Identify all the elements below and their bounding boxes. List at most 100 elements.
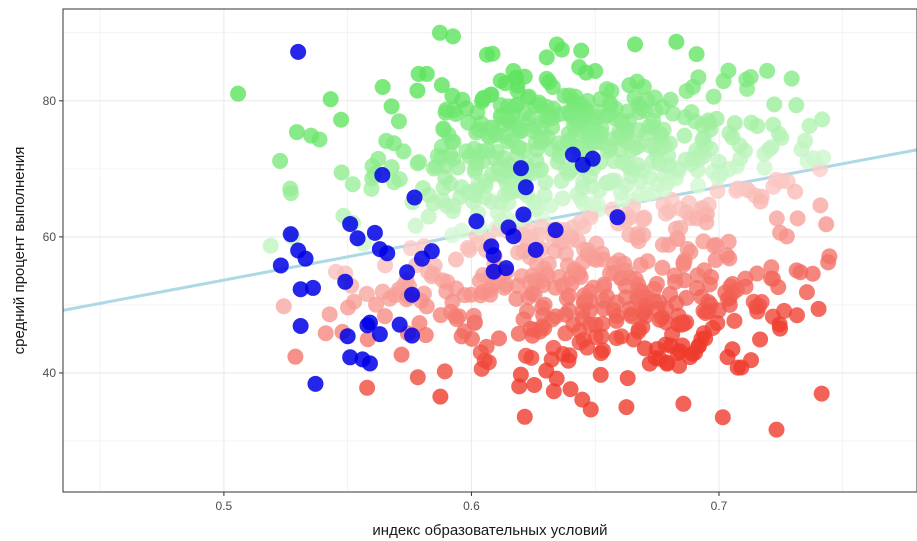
cloud-point <box>378 132 395 149</box>
cloud-point <box>820 254 837 271</box>
cloud-point <box>420 208 437 225</box>
cloud-point <box>333 111 350 128</box>
highlight-point <box>272 257 289 274</box>
cloud-point <box>667 274 684 291</box>
cloud-point <box>743 114 760 131</box>
cloud-point <box>558 290 575 307</box>
highlight-point <box>527 241 544 258</box>
cloud-point <box>617 278 634 295</box>
cloud-point <box>778 228 795 245</box>
cloud-point <box>418 298 435 315</box>
cloud-point <box>697 304 714 321</box>
cloud-point <box>524 327 541 344</box>
cloud-point <box>536 187 553 204</box>
cloud-point <box>752 193 769 210</box>
highlight-point <box>307 375 324 392</box>
cloud-point <box>432 388 449 405</box>
cloud-point <box>682 349 699 366</box>
cloud-point <box>676 127 693 144</box>
cloud-point <box>749 303 766 320</box>
cloud-point <box>768 210 785 227</box>
cloud-point <box>445 28 462 45</box>
cloud-point <box>358 285 375 302</box>
cloud-point <box>409 369 426 386</box>
highlight-point <box>609 209 626 226</box>
y-axis-title: средний процент выполнения <box>11 147 28 355</box>
highlight-point <box>342 349 359 366</box>
cloud-point <box>631 186 648 203</box>
highlight-point <box>371 326 388 343</box>
highlight-point <box>564 146 581 163</box>
cloud-point <box>492 72 509 89</box>
cloud-point <box>789 210 806 227</box>
cloud-point <box>688 46 705 63</box>
cloud-point <box>368 296 385 313</box>
cloud-point <box>579 93 596 110</box>
cloud-point <box>788 97 805 114</box>
highlight-point <box>361 355 378 372</box>
highlight-point <box>391 316 408 333</box>
cloud-point <box>321 306 338 323</box>
cloud-point <box>657 205 674 222</box>
cloud-point <box>805 150 822 167</box>
cloud-point <box>322 91 339 108</box>
cloud-point <box>402 240 419 257</box>
cloud-point <box>478 46 495 63</box>
x-tick-label: 0.6 <box>463 499 480 513</box>
cloud-point <box>646 89 663 106</box>
highlight-point <box>374 166 391 183</box>
cloud-point <box>491 330 508 347</box>
cloud-point <box>432 307 449 324</box>
cloud-point <box>390 113 407 130</box>
cloud-point <box>683 104 700 121</box>
cloud-point <box>707 252 724 269</box>
cloud-point <box>708 110 725 127</box>
cloud-point <box>473 360 490 377</box>
cloud-point <box>726 312 743 329</box>
cloud-point <box>690 177 707 194</box>
cloud-point <box>726 115 743 132</box>
highlight-point <box>379 245 396 262</box>
cloud-point <box>482 286 499 303</box>
cloud-point <box>437 169 454 186</box>
cloud-point <box>436 363 453 380</box>
cloud-point <box>626 89 643 106</box>
cloud-point <box>431 24 448 41</box>
cloud-point <box>662 91 679 108</box>
cloud-point <box>466 140 483 157</box>
cloud-point <box>547 279 564 296</box>
cloud-point <box>594 315 611 332</box>
highlight-point <box>498 260 515 277</box>
cloud-point <box>654 259 671 276</box>
cloud-point <box>377 257 394 274</box>
cloud-point <box>438 101 455 118</box>
y-tick-label: 60 <box>43 230 57 244</box>
cloud-point <box>608 312 625 329</box>
cloud-point <box>721 250 738 267</box>
highlight-point <box>290 43 307 60</box>
cloud-point <box>709 182 726 199</box>
cloud-point <box>333 164 350 181</box>
cloud-point <box>797 132 814 149</box>
cloud-point <box>689 267 706 284</box>
cloud-point <box>435 120 452 137</box>
cloud-point <box>770 279 787 296</box>
cloud-point <box>411 154 428 171</box>
highlight-point <box>547 222 564 239</box>
highlighted-points <box>272 43 626 392</box>
cloud-point <box>453 222 470 239</box>
cloud-point <box>593 328 610 345</box>
cloud-point <box>765 178 782 195</box>
highlight-point <box>292 281 309 298</box>
highlight-point <box>584 150 601 167</box>
cloud-point <box>376 308 393 325</box>
cloud-point <box>698 214 715 231</box>
highlight-point <box>292 318 309 335</box>
cloud-point <box>554 190 571 207</box>
cloud-point <box>548 36 565 53</box>
cloud-point <box>675 256 692 273</box>
cloud-point <box>801 117 818 134</box>
cloud-point <box>381 290 398 307</box>
cloud-point <box>562 381 579 398</box>
